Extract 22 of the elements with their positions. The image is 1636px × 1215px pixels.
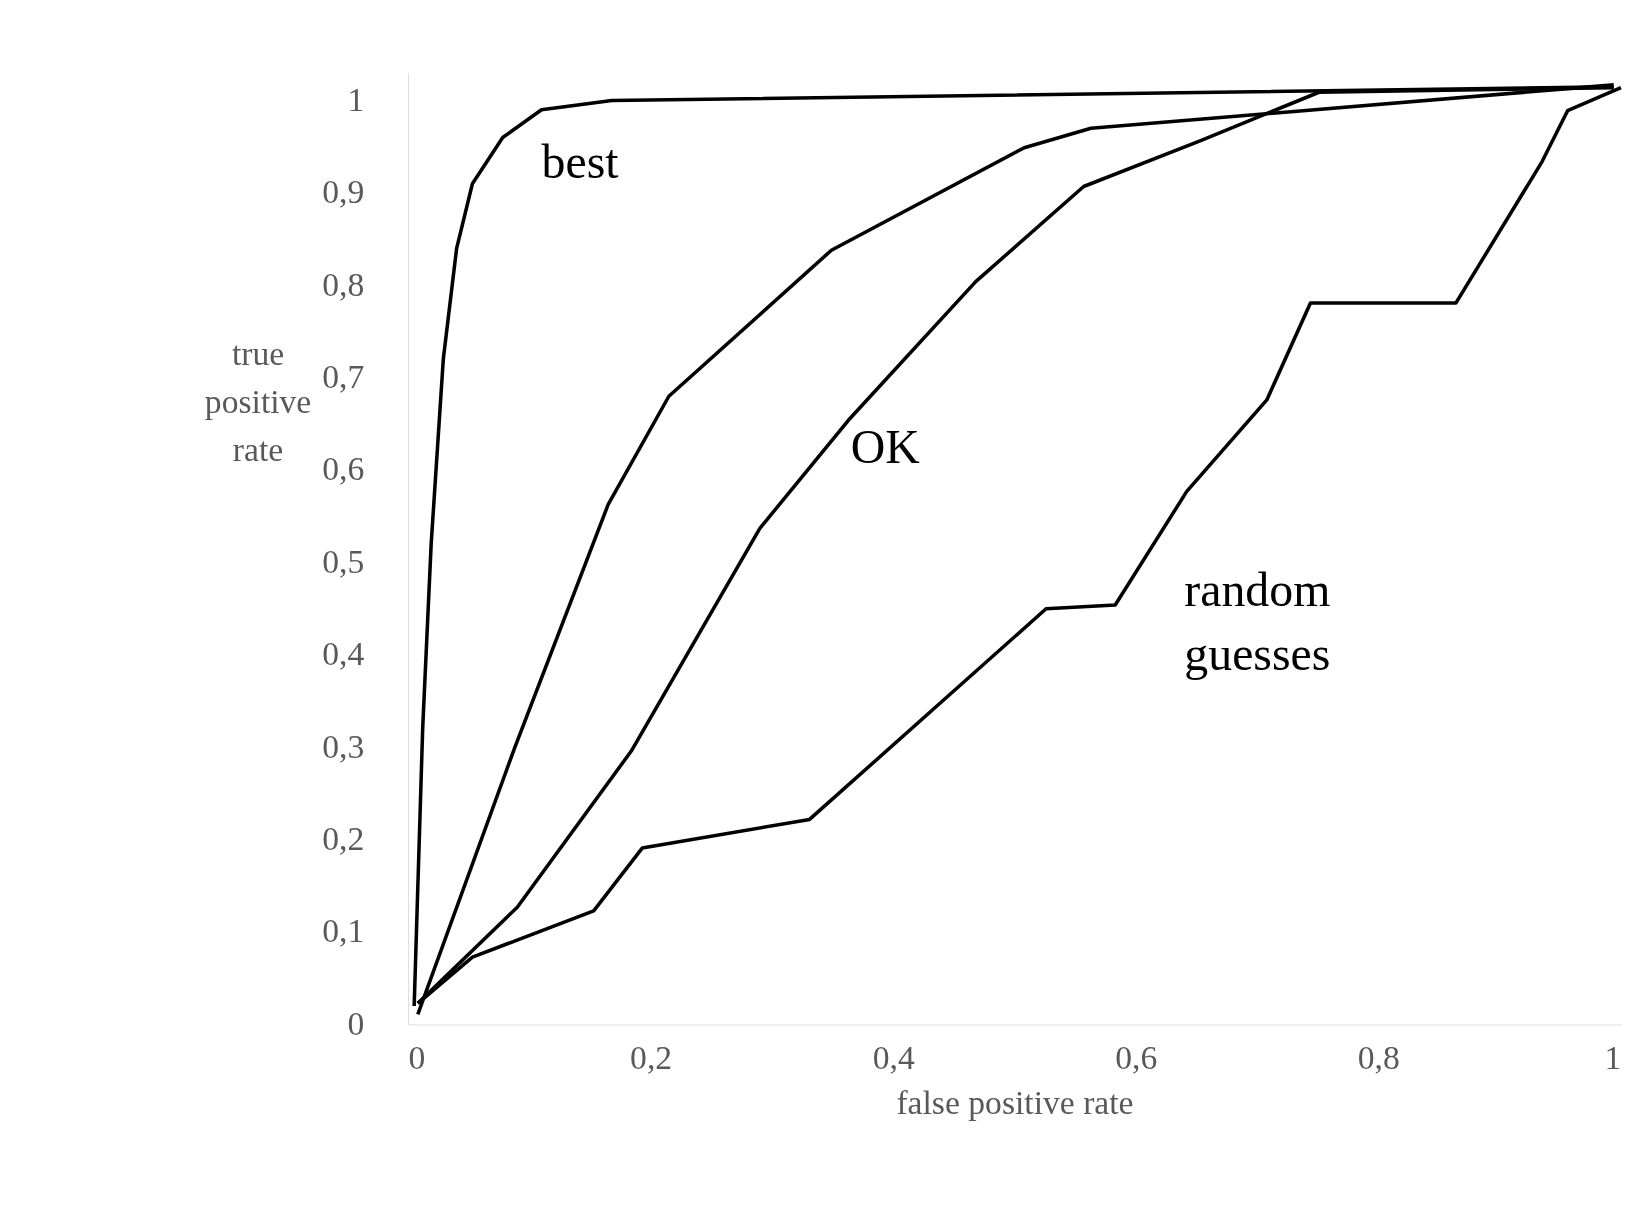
x-tick-label: 0 (408, 1039, 426, 1077)
y-tick-label: 0,2 (322, 819, 365, 857)
y-tick-label: 0,7 (322, 357, 365, 395)
y-tick-label: 0 (347, 1004, 365, 1042)
y-tick-label: 1 (347, 80, 365, 118)
y-tick-label: 0,1 (322, 912, 365, 950)
x-tick-label: 0,2 (630, 1039, 673, 1077)
y-tick-label: 0,5 (322, 542, 365, 580)
annotation: random guesses (1184, 562, 1331, 680)
x-tick-label: 0,8 (1357, 1039, 1400, 1077)
annotation: OK (850, 420, 921, 474)
x-tick-label: 0,4 (872, 1039, 915, 1077)
y-tick-label: 0,8 (322, 265, 365, 303)
y-tick-label: 0,4 (322, 635, 365, 673)
y-tick-label: 0,9 (322, 173, 365, 211)
annotation: best (541, 134, 619, 188)
y-axis-title: true positive rate (204, 335, 312, 469)
y-tick-label: 0,6 (322, 450, 365, 488)
x-tick-label: 1 (1604, 1039, 1622, 1077)
x-tick-label: 0,6 (1115, 1039, 1158, 1077)
y-tick-label: 0,3 (322, 727, 365, 765)
x-axis-title: false positive rate (896, 1083, 1134, 1121)
